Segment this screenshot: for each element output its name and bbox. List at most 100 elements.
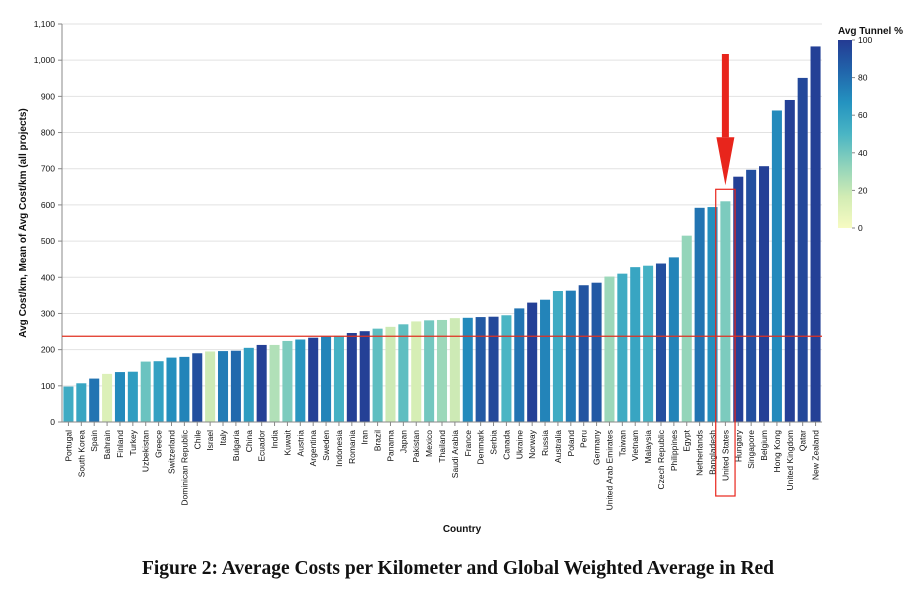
x-tick-label: Taiwan [617, 430, 627, 457]
x-tick-label: Ukraine [514, 430, 524, 460]
x-tick-label: Hungary [733, 429, 743, 462]
x-axis: Portugal South Korea Spain Bahrain Finland Tu… [62, 421, 822, 510]
bar [127, 371, 138, 422]
bar [102, 373, 113, 422]
y-tick-label: 1,100 [34, 19, 56, 29]
bars [63, 46, 821, 423]
bar [655, 263, 667, 422]
bar [89, 378, 100, 422]
bar [282, 340, 293, 422]
x-tick-label: Spain [89, 430, 99, 452]
color-legend: Avg Tunnel % 0 20 40 60 80 100 [838, 26, 903, 233]
y-tick-label: 1,000 [34, 55, 56, 65]
highlight-group [715, 54, 736, 497]
x-tick-label: Uzbekistan [141, 430, 151, 472]
x-tick-label: Bahrain [102, 430, 112, 460]
bar [449, 318, 460, 422]
arrow-shaft [721, 54, 729, 138]
x-tick-label: United States [720, 430, 730, 481]
bar [759, 166, 770, 422]
x-tick-label: Japan [398, 430, 408, 453]
legend-tick-label: 20 [858, 185, 868, 195]
x-tick-label: Israel [205, 430, 215, 451]
x-tick-label: China [244, 430, 254, 452]
x-tick-label: Bulgaria [231, 430, 241, 461]
x-tick-label: Mexico [424, 430, 434, 457]
x-tick-label: Philippines [669, 430, 679, 471]
y-tick-label: 300 [41, 308, 55, 318]
bar [797, 77, 808, 422]
bar [63, 386, 74, 422]
x-tick-label: Austria [295, 430, 305, 457]
bar [681, 235, 692, 422]
bar [540, 299, 551, 422]
x-tick-label: Canada [501, 430, 511, 460]
bar [746, 169, 757, 422]
x-tick-label: Germany [592, 429, 602, 465]
x-tick-label: Saudi Arabia [450, 430, 460, 478]
bar [192, 353, 203, 422]
bar [153, 361, 164, 422]
figure-caption: Figure 2: Average Costs per Kilometer an… [141, 558, 775, 579]
x-tick-label: Romania [347, 430, 357, 464]
x-tick-label: Thailand [437, 430, 447, 463]
bar [321, 336, 332, 422]
bar [810, 46, 821, 422]
bar [527, 302, 538, 422]
y-tick-label: 700 [41, 164, 55, 174]
bar [217, 351, 229, 422]
bar [707, 207, 718, 422]
x-tick-label: Iran [360, 430, 370, 445]
bar [488, 316, 499, 422]
x-tick-label: Pakistan [411, 430, 421, 463]
x-tick-label: Egypt [682, 429, 692, 451]
x-tick-label: Chile [192, 430, 202, 450]
x-tick-label: Vietnam [630, 430, 640, 461]
bar [784, 99, 795, 423]
bar [630, 267, 641, 422]
y-axis-title: Avg Cost/km, Mean of Avg Cost/km (all pr… [18, 108, 29, 337]
bar [230, 350, 241, 422]
arrow-head [716, 137, 735, 186]
bar [346, 332, 357, 422]
x-tick-label: Panama [385, 430, 395, 462]
bar [565, 290, 576, 422]
legend-tick-label: 0 [858, 223, 863, 233]
x-tick-label: Denmark [476, 429, 486, 464]
x-tick-label: South Korea [76, 430, 86, 478]
bar [256, 344, 267, 422]
x-tick-label: Bangladesh [708, 430, 718, 475]
x-tick-label: Finland [115, 430, 125, 458]
x-tick-label: Switzerland [166, 430, 176, 474]
x-tick-label: Dominican Republic [179, 429, 189, 505]
bar [604, 276, 615, 422]
bar [385, 326, 396, 422]
x-tick-label: Poland [566, 430, 576, 457]
bar [462, 317, 473, 422]
bar [720, 201, 731, 422]
y-tick-label: 200 [41, 345, 55, 355]
x-tick-label: Australia [553, 430, 563, 463]
legend-tick-label: 100 [858, 35, 872, 45]
y-tick-label: 100 [41, 381, 55, 391]
x-tick-label: Serbia [489, 430, 499, 455]
bar [269, 344, 280, 422]
bar [411, 321, 422, 422]
x-tick-label: Italy [218, 429, 228, 445]
bar [243, 347, 254, 422]
legend-color-bar [838, 40, 852, 228]
bar [424, 320, 435, 422]
x-axis-title: Country [443, 524, 482, 535]
x-tick-label: Sweden [321, 430, 331, 461]
bar [114, 372, 125, 422]
bar [771, 110, 782, 422]
bar [643, 265, 654, 422]
y-tick-label: 600 [41, 200, 55, 210]
bar [475, 317, 486, 422]
bar [552, 291, 563, 422]
bar [205, 351, 216, 422]
bar [333, 335, 344, 422]
bar [359, 331, 370, 422]
y-tick-label: 800 [41, 128, 55, 138]
